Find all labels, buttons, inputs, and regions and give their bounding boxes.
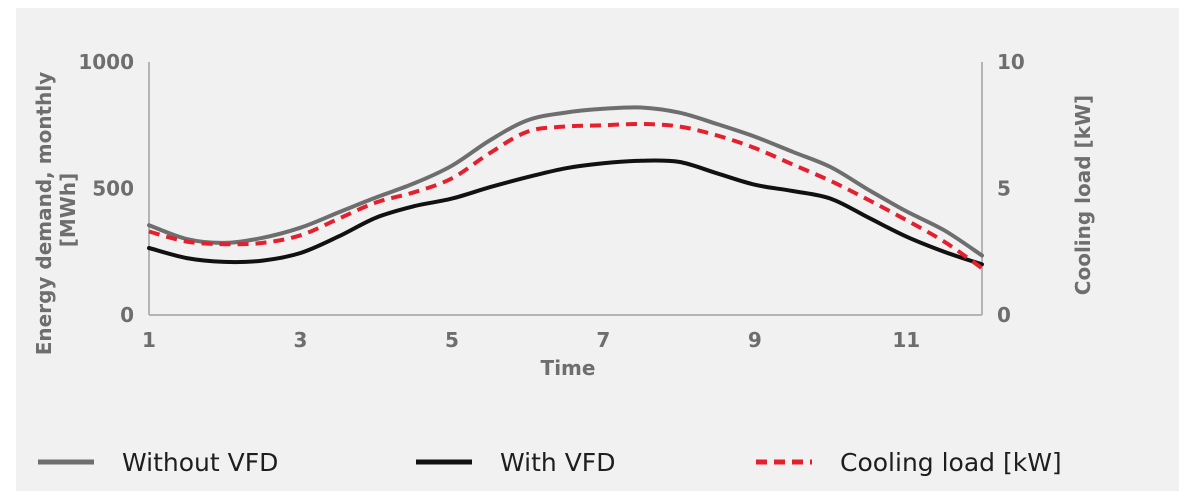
y-tick-label: 1000 bbox=[78, 50, 134, 74]
y-tick-label: 0 bbox=[120, 303, 134, 327]
x-tick-label: 9 bbox=[748, 328, 762, 352]
legend: Without VFD With VFD Cooling load [kW] bbox=[38, 448, 1062, 477]
y-axis-title: Energy demand, monthly [MWh] bbox=[32, 65, 80, 356]
legend-label-without-vfd: Without VFD bbox=[122, 448, 278, 477]
y2-tick-label: 0 bbox=[997, 303, 1011, 327]
y-axis-title-line-1: Energy demand, monthly bbox=[32, 72, 56, 356]
svg-text:Energy demand, monthly [: Energy demand, monthly [MWh] bbox=[32, 65, 80, 355]
x-tick-label: 1 bbox=[142, 328, 156, 352]
axes bbox=[148, 62, 983, 316]
tick-labels: 1 3 5 7 9 11 0 500 1000 0 5 10 bbox=[78, 50, 1025, 352]
series-line-without-vfd bbox=[147, 105, 984, 258]
series-line-cooling-load bbox=[148, 121, 984, 270]
y-axis-title-line-2: [MWh] bbox=[56, 173, 80, 247]
y2-tick-label: 5 bbox=[997, 177, 1011, 201]
x-tick-label: 5 bbox=[445, 328, 459, 352]
x-tick-label: 11 bbox=[892, 328, 920, 352]
series-lines bbox=[147, 105, 984, 270]
y2-tick-label: 10 bbox=[997, 50, 1025, 74]
x-tick-label: 7 bbox=[596, 328, 610, 352]
y2-axis-title: Cooling load [kW] bbox=[1071, 95, 1095, 295]
y-tick-label: 500 bbox=[92, 177, 134, 201]
x-tick-label: 3 bbox=[293, 328, 307, 352]
legend-label-with-vfd: With VFD bbox=[500, 448, 615, 477]
legend-label-cooling-load: Cooling load [kW] bbox=[840, 448, 1062, 477]
x-axis-title: Time bbox=[541, 356, 596, 380]
chart-panel bbox=[16, 8, 1179, 491]
series-line-with-vfd bbox=[147, 158, 984, 267]
